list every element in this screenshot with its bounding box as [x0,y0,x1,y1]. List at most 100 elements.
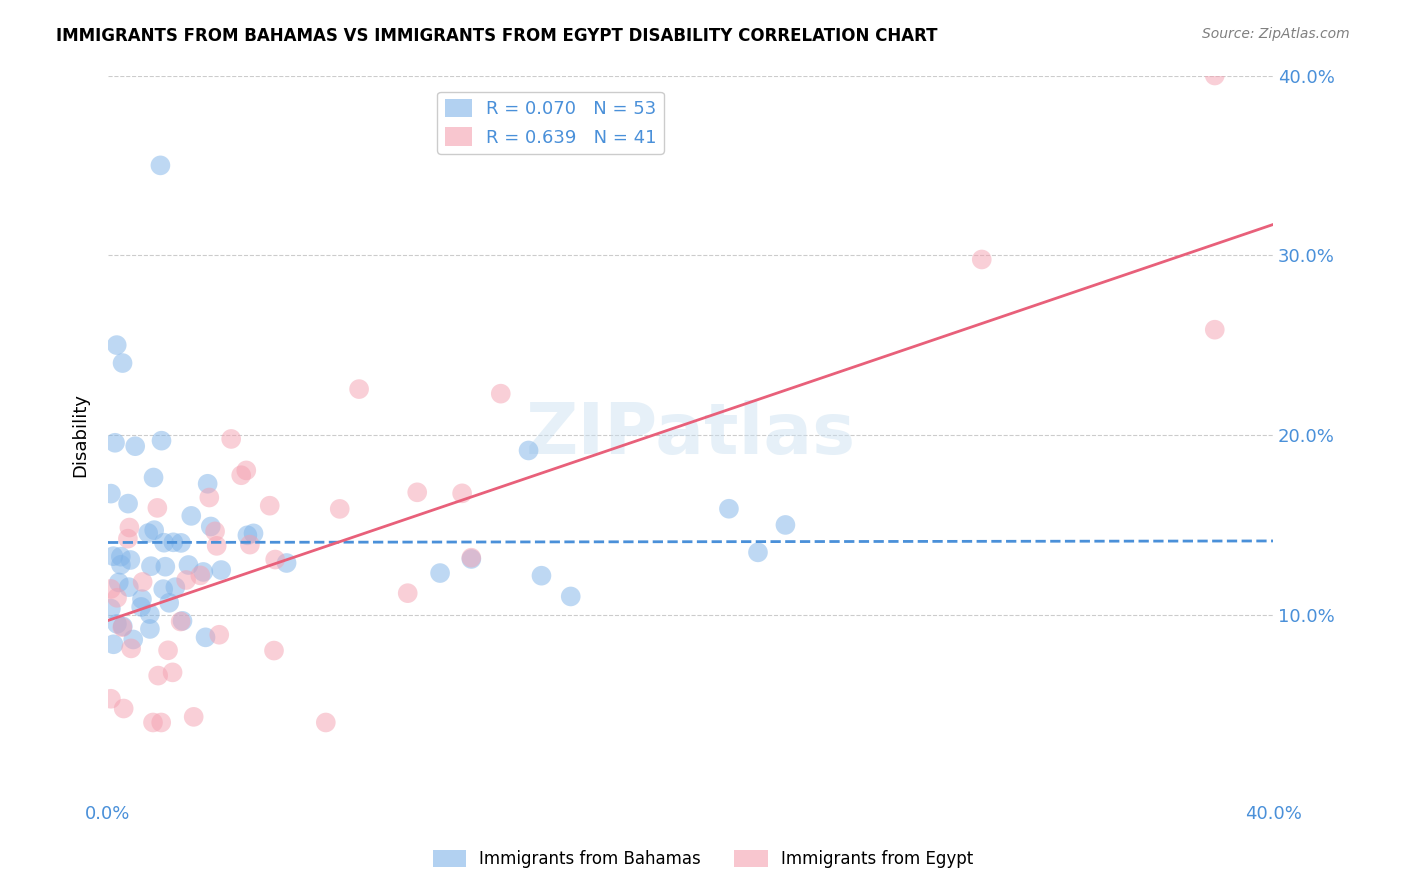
Point [105,338,128,352]
Point [489,386,512,401]
Point [111,620,134,634]
Point [136,526,159,541]
Point [103,637,125,651]
Point [157,643,180,657]
Point [118,520,141,534]
Point [204,524,226,539]
Point [122,632,145,647]
Point [460,552,482,566]
Point [100,582,122,596]
Point [231,468,253,483]
Point [139,607,162,621]
Point [396,586,419,600]
Point [208,628,231,642]
Point [264,552,287,566]
Point [236,528,259,542]
Point [1204,323,1226,337]
Point [107,575,129,590]
Point [180,508,202,523]
Point [263,643,285,657]
Point [157,596,180,610]
Point [146,668,169,682]
Point [129,599,152,614]
Point [165,580,187,594]
Point [177,558,200,572]
Point [717,501,740,516]
Point [150,715,173,730]
Point [100,691,122,706]
Point [118,580,141,594]
Point [120,641,142,656]
Point [139,622,162,636]
Point [460,550,482,565]
Point [162,535,184,549]
Point [775,517,797,532]
Point [142,470,165,484]
Point [172,614,194,628]
Point [183,710,205,724]
Point [242,526,264,541]
Point [329,502,352,516]
Point [105,591,128,605]
Point [100,601,122,615]
Point [188,568,211,582]
Point [131,592,153,607]
Point [406,485,429,500]
Point [530,568,553,582]
Point [103,549,125,564]
Point [197,476,219,491]
Point [209,563,232,577]
Text: ZIPatlas: ZIPatlas [526,401,856,469]
Point [117,497,139,511]
Point [110,549,132,564]
Y-axis label: Disability: Disability [72,393,89,477]
Point [560,590,582,604]
Point [146,500,169,515]
Point [517,443,540,458]
Point [198,491,221,505]
Point [259,499,281,513]
Point [105,616,128,631]
Legend: R = 0.070   N = 53, R = 0.639   N = 41: R = 0.070 N = 53, R = 0.639 N = 41 [437,92,664,154]
Point [131,574,153,589]
Point [152,582,174,596]
Point [194,631,217,645]
Point [111,356,134,370]
Point [169,615,191,629]
Point [153,535,176,549]
Point [235,463,257,477]
Point [100,486,122,500]
Point [150,434,173,448]
Point [200,519,222,533]
Point [219,432,242,446]
Point [174,573,197,587]
Point [747,545,769,559]
Point [429,566,451,580]
Point [162,665,184,680]
Point [149,158,172,172]
Legend: Immigrants from Bahamas, Immigrants from Egypt: Immigrants from Bahamas, Immigrants from… [426,843,980,875]
Point [170,536,193,550]
Point [117,532,139,546]
Point [111,619,134,633]
Point [205,539,228,553]
Point [112,701,135,715]
Point [315,715,337,730]
Text: IMMIGRANTS FROM BAHAMAS VS IMMIGRANTS FROM EGYPT DISABILITY CORRELATION CHART: IMMIGRANTS FROM BAHAMAS VS IMMIGRANTS FR… [56,27,938,45]
Point [451,486,474,500]
Point [120,553,142,567]
Point [139,559,162,574]
Point [239,538,262,552]
Point [1204,69,1226,83]
Point [193,565,215,579]
Point [142,715,165,730]
Text: Source: ZipAtlas.com: Source: ZipAtlas.com [1202,27,1350,41]
Point [970,252,993,267]
Point [347,382,370,396]
Point [276,556,298,570]
Point [143,523,166,537]
Point [110,558,132,572]
Point [124,439,146,453]
Point [104,435,127,450]
Point [155,559,177,574]
